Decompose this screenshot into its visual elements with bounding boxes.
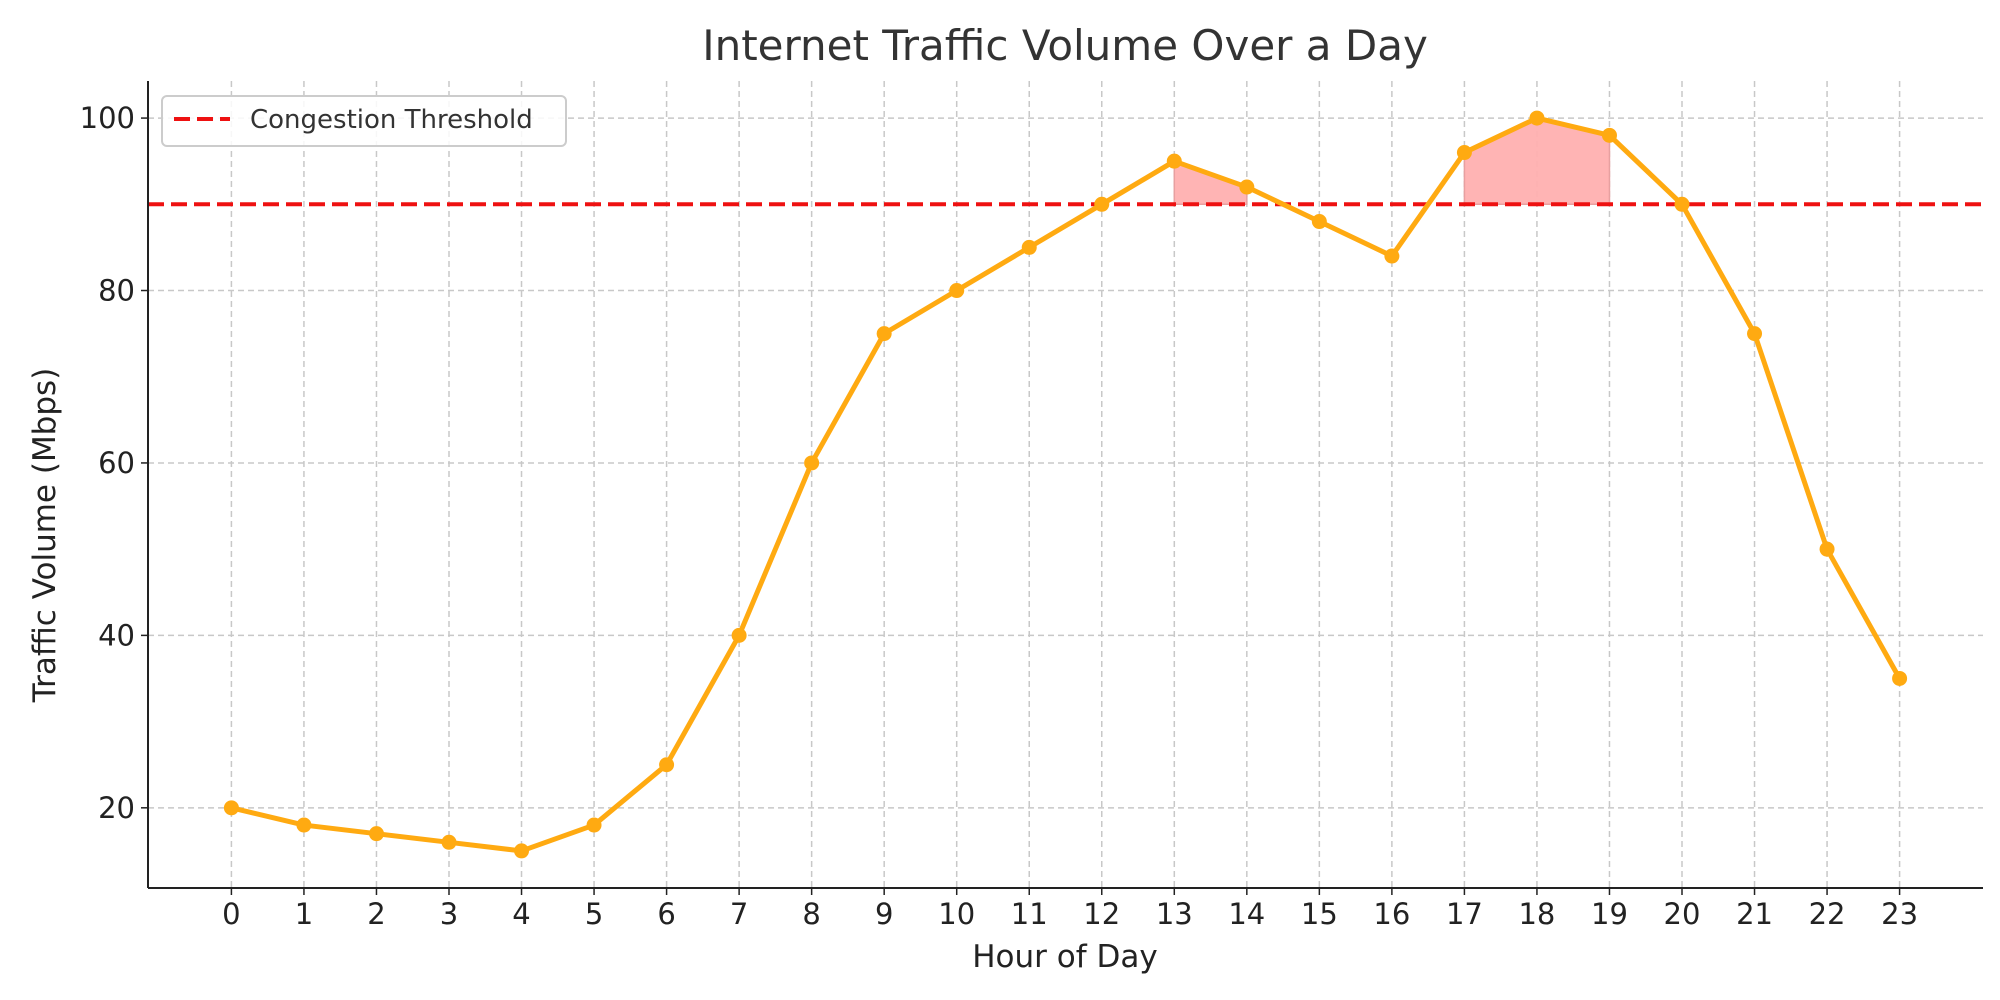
data-point xyxy=(1674,196,1690,212)
data-point xyxy=(1601,127,1617,143)
chart-title: Internet Traffic Volume Over a Day xyxy=(702,21,1428,70)
y-tick-label: 80 xyxy=(98,274,135,308)
y-tick-label: 20 xyxy=(98,791,135,825)
x-tick-label: 3 xyxy=(440,897,458,931)
x-tick-label: 13 xyxy=(1156,897,1193,931)
data-point xyxy=(1456,145,1472,161)
x-tick-label: 16 xyxy=(1373,897,1410,931)
data-point xyxy=(223,800,239,816)
x-tick-label: 1 xyxy=(295,897,313,931)
data-point xyxy=(1021,239,1037,255)
x-tick-label: 6 xyxy=(657,897,675,931)
x-tick-label: 20 xyxy=(1664,897,1701,931)
data-point xyxy=(368,826,384,842)
x-tick-label: 10 xyxy=(938,897,975,931)
data-points xyxy=(223,110,1908,859)
y-tick-label: 100 xyxy=(80,101,135,135)
axes xyxy=(147,81,1983,889)
data-point xyxy=(1311,214,1327,230)
data-point xyxy=(804,455,820,471)
data-point xyxy=(441,834,457,850)
x-tick-label: 4 xyxy=(512,897,530,931)
x-tick-label: 23 xyxy=(1881,897,1918,931)
data-point xyxy=(1239,179,1255,195)
data-point xyxy=(586,817,602,833)
x-tick-label: 12 xyxy=(1083,897,1120,931)
data-point xyxy=(1747,326,1763,342)
legend-box xyxy=(161,95,567,147)
legend: Congestion Threshold xyxy=(161,95,567,147)
x-tick-label: 18 xyxy=(1518,897,1555,931)
data-point xyxy=(876,326,892,342)
x-tick-label: 8 xyxy=(802,897,820,931)
x-tick-label: 15 xyxy=(1301,897,1338,931)
x-tick-label: 9 xyxy=(875,897,893,931)
y-tick-label: 40 xyxy=(98,618,135,652)
x-tick-label: 19 xyxy=(1591,897,1628,931)
y-tick-label: 60 xyxy=(98,446,135,480)
data-point xyxy=(296,817,312,833)
data-point xyxy=(731,627,747,643)
x-tick-label: 2 xyxy=(367,897,385,931)
tick-labels: 0 1 2 3 4 5 6 7 8 9 10 11 12 13 14 15 16 17 18 19 20 21 22 2320… xyxy=(80,101,1918,931)
data-point xyxy=(1892,670,1908,686)
traffic-series-line xyxy=(230,115,1902,854)
x-tick-label: 21 xyxy=(1736,897,1773,931)
series-line-group xyxy=(230,115,1902,854)
data-point xyxy=(659,757,675,773)
grid xyxy=(148,81,1983,888)
data-point xyxy=(1819,541,1835,557)
x-tick-label: 0 xyxy=(222,897,240,931)
data-point xyxy=(514,843,530,859)
data-point xyxy=(1384,248,1400,264)
x-tick-label: 5 xyxy=(585,897,603,931)
x-tick-label: 7 xyxy=(730,897,748,931)
x-axis-label: Hour of Day xyxy=(972,939,1157,975)
x-tick-label: 22 xyxy=(1809,897,1846,931)
legend-entry-label: Congestion Threshold xyxy=(250,105,533,135)
x-tick-label: 14 xyxy=(1228,897,1265,931)
x-tick-label: 11 xyxy=(1011,897,1048,931)
data-point xyxy=(1166,153,1182,169)
x-tick-label: 17 xyxy=(1446,897,1483,931)
data-point xyxy=(949,283,965,299)
y-axis-label: Traffic Volume (Mbps) xyxy=(27,368,63,704)
data-point xyxy=(1094,196,1110,212)
data-point xyxy=(1529,110,1545,126)
